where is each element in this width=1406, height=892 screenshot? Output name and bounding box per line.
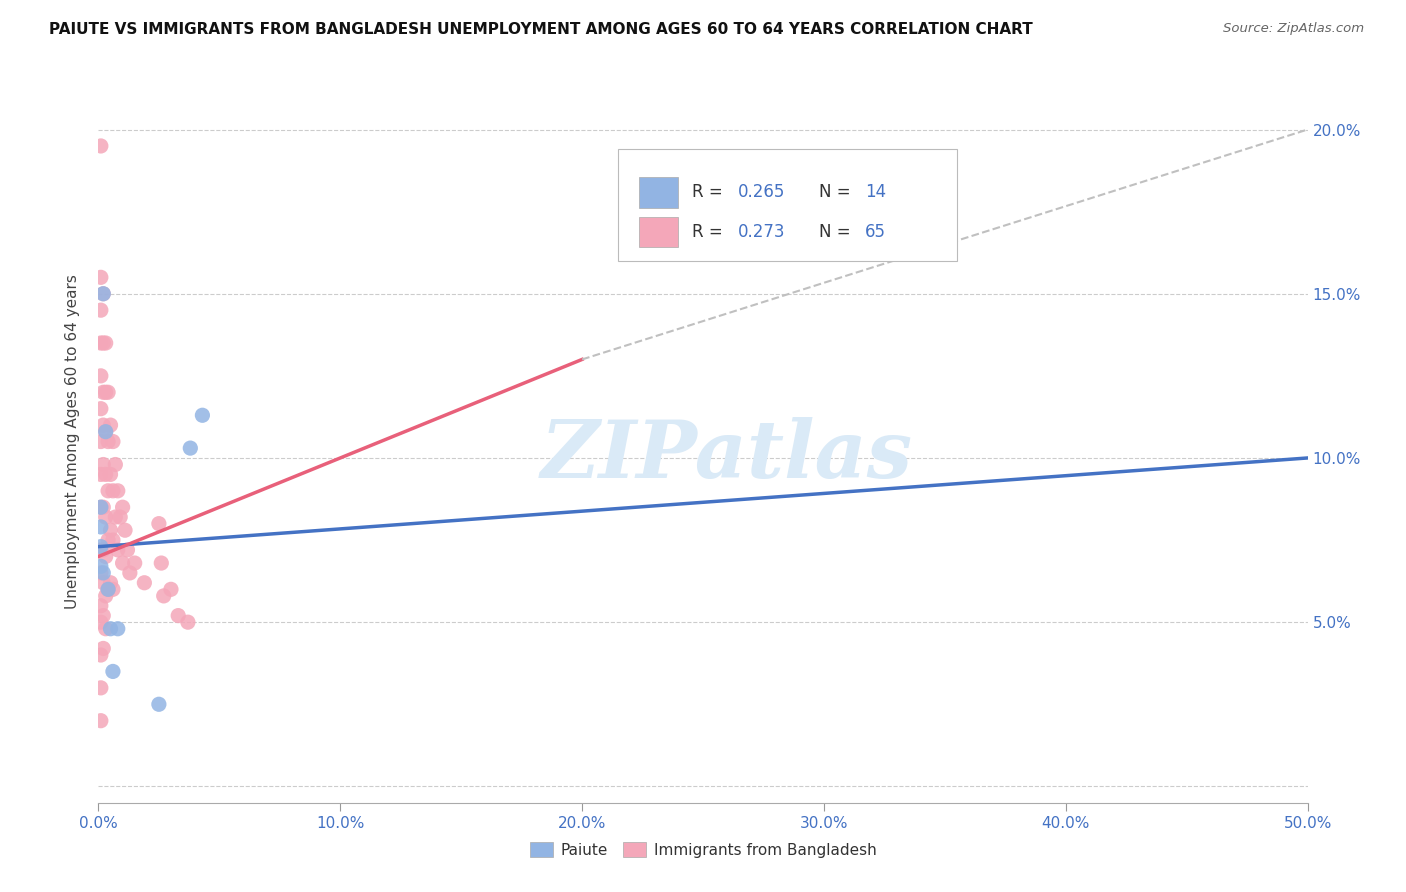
Point <box>134 575 156 590</box>
Point <box>91 608 114 623</box>
Text: R =: R = <box>692 184 728 202</box>
Point <box>90 542 112 557</box>
Point <box>94 425 117 439</box>
Point <box>94 336 117 351</box>
Point <box>111 500 134 515</box>
Point <box>94 549 117 564</box>
Text: 0.273: 0.273 <box>738 223 786 241</box>
Text: PAIUTE VS IMMIGRANTS FROM BANGLADESH UNEMPLOYMENT AMONG AGES 60 TO 64 YEARS CORR: PAIUTE VS IMMIGRANTS FROM BANGLADESH UNE… <box>49 22 1033 37</box>
Text: Source: ZipAtlas.com: Source: ZipAtlas.com <box>1223 22 1364 36</box>
Point <box>91 286 114 301</box>
Point <box>90 467 112 482</box>
Point <box>100 467 122 482</box>
Point <box>100 622 122 636</box>
Point <box>90 368 112 383</box>
Point <box>191 409 214 423</box>
Point <box>90 520 112 534</box>
Point <box>177 615 200 630</box>
Point <box>90 500 112 515</box>
Point <box>91 641 114 656</box>
Point <box>117 542 139 557</box>
Point <box>124 556 146 570</box>
Point <box>90 336 112 351</box>
Point <box>90 648 112 662</box>
Point <box>97 434 120 449</box>
Point <box>152 589 174 603</box>
Point <box>94 622 117 636</box>
FancyBboxPatch shape <box>638 217 678 247</box>
Point <box>104 510 127 524</box>
Point <box>90 681 112 695</box>
Text: 65: 65 <box>865 223 886 241</box>
Point <box>100 523 122 537</box>
Point <box>91 286 114 301</box>
Point <box>107 483 129 498</box>
Point <box>90 540 112 554</box>
Point <box>90 559 112 574</box>
Point <box>101 665 124 679</box>
Point <box>101 434 124 449</box>
Point <box>160 582 183 597</box>
Point <box>97 385 120 400</box>
Point <box>91 500 114 515</box>
Point <box>97 483 120 498</box>
Point <box>91 418 114 433</box>
Point <box>90 566 112 580</box>
Point <box>94 425 117 439</box>
Legend: Paiute, Immigrants from Bangladesh: Paiute, Immigrants from Bangladesh <box>523 836 883 863</box>
Point <box>148 516 170 531</box>
Text: R =: R = <box>692 223 728 241</box>
Text: 14: 14 <box>865 184 886 202</box>
Point <box>90 303 112 318</box>
Point <box>91 336 114 351</box>
Point <box>97 582 120 597</box>
Point <box>100 418 122 433</box>
Point <box>90 714 112 728</box>
Point <box>101 533 124 547</box>
Point <box>167 608 190 623</box>
Point <box>97 533 120 547</box>
Point <box>100 575 122 590</box>
Point <box>91 566 114 580</box>
Point <box>179 441 201 455</box>
Point <box>90 500 112 515</box>
Y-axis label: Unemployment Among Ages 60 to 64 years: Unemployment Among Ages 60 to 64 years <box>65 274 80 609</box>
Point <box>111 556 134 570</box>
Point <box>107 622 129 636</box>
Point <box>150 556 173 570</box>
Point <box>94 385 117 400</box>
Point <box>90 401 112 416</box>
Point <box>118 566 141 580</box>
FancyBboxPatch shape <box>619 149 957 260</box>
Point <box>101 483 124 498</box>
Point <box>91 575 114 590</box>
Point <box>97 582 120 597</box>
Point <box>90 599 112 613</box>
Point <box>108 510 131 524</box>
Point <box>90 270 112 285</box>
Text: N =: N = <box>820 184 856 202</box>
Text: N =: N = <box>820 223 856 241</box>
Text: ZIPatlas: ZIPatlas <box>541 417 914 495</box>
Point <box>107 542 129 557</box>
Point <box>91 385 114 400</box>
Point <box>91 542 114 557</box>
Point <box>90 139 112 153</box>
Point <box>94 589 117 603</box>
Point <box>90 434 112 449</box>
Point <box>101 582 124 597</box>
Point <box>94 510 117 524</box>
Point <box>90 615 112 630</box>
Point <box>91 458 114 472</box>
Point <box>94 467 117 482</box>
Point <box>114 523 136 537</box>
Point <box>104 458 127 472</box>
Text: 0.265: 0.265 <box>738 184 786 202</box>
Point <box>148 698 170 712</box>
FancyBboxPatch shape <box>638 178 678 208</box>
